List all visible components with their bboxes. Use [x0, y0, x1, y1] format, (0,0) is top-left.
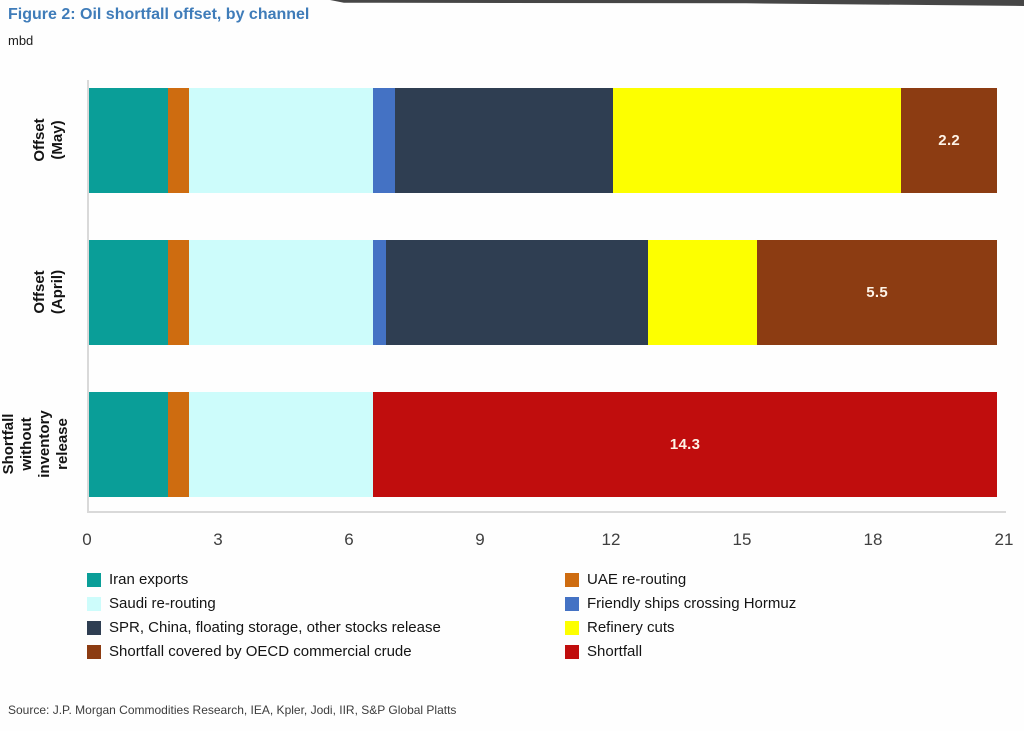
legend: Iran exports UAE re-routing Saudi re-routi…: [87, 571, 796, 660]
x-tick-3: 3: [213, 530, 223, 549]
segment-saudi-re-routing: [189, 240, 373, 345]
legend-swatch-icon: [565, 572, 579, 587]
legend-label: Shortfall: [587, 643, 643, 660]
segment-spr-china-floating-storage-other-stocks-release: [394, 88, 613, 193]
segment-saudi-re-routing: [189, 88, 373, 193]
axis-unit-label: mbd: [8, 33, 34, 48]
data-label: 5.5: [866, 284, 889, 301]
y-axis-labels: Offset (May) Offset (April) Shortfall with…: [0, 80, 87, 511]
legend-label: Saudi re-routing: [109, 595, 216, 612]
source-note: Source: J.P. Morgan Commodities Research…: [8, 703, 457, 717]
legend-item-refinery-cuts: Refinery cuts: [565, 619, 796, 636]
x-tick-21: 21: [994, 530, 1014, 549]
data-label: 2.2: [938, 132, 961, 149]
legend-swatch-icon: [565, 644, 579, 659]
bar-offset-may: 2.2: [89, 88, 1006, 193]
x-axis-ticks: 0 3 6 9 12 15 18 21: [82, 530, 1013, 552]
category-label-offset-may: Offset (May): [31, 118, 66, 162]
segment-iran-exports: [89, 240, 168, 345]
scan-artifact: [330, 0, 1024, 6]
segment-refinery-cuts: [647, 240, 758, 345]
segment-iran-exports: [89, 88, 168, 193]
legend-label: Iran exports: [109, 571, 189, 588]
segment-spr-china-floating-storage-other-stocks-release: [385, 240, 648, 345]
category-label-offset-april: Offset (April): [31, 269, 66, 315]
legend-swatch-icon: [87, 620, 101, 635]
segment-saudi-re-routing: [189, 392, 373, 497]
plot-area: 2.2 5.5 14.3: [87, 80, 1006, 513]
segment-iran-exports: [89, 392, 168, 497]
segment-friendly-ships-crossing-hormuz: [372, 88, 395, 193]
x-tick-0: 0: [82, 530, 92, 549]
legend-swatch-icon: [565, 620, 579, 635]
legend-swatch-icon: [87, 572, 101, 587]
legend-item-saudi-re-routing: Saudi re-routing: [87, 595, 565, 612]
segment-refinery-cuts: [612, 88, 902, 193]
x-tick-6: 6: [344, 530, 354, 549]
legend-swatch-icon: [565, 596, 579, 611]
legend-label: Friendly ships crossing Hormuz: [587, 595, 797, 612]
figure-title: Figure 2: Oil shortfall offset, by chann…: [8, 6, 310, 23]
data-label: 14.3: [669, 436, 701, 453]
segment-shortfall-covered-by-oecd-commercial-crude: 5.5: [757, 240, 998, 345]
legend-item-friendly-ships-crossing-hormuz: Friendly ships crossing Hormuz: [565, 595, 796, 612]
legend-item-uae-re-routing: UAE re-routing: [565, 571, 796, 588]
segment-uae-re-routing: [167, 240, 190, 345]
segment-shortfall: 14.3: [372, 392, 998, 497]
legend-label: UAE re-routing: [587, 571, 687, 588]
legend-label: Shortfall covered by OECD commercial cru…: [109, 643, 412, 660]
segment-friendly-ships-crossing-hormuz: [372, 240, 386, 345]
legend-swatch-icon: [87, 644, 101, 659]
legend-swatch-icon: [87, 596, 101, 611]
legend-item-shortfall-covered-by-oecd-commercial-crude: Shortfall covered by OECD commercial cru…: [87, 643, 565, 660]
x-tick-9: 9: [475, 530, 485, 549]
x-tick-15: 15: [732, 530, 752, 549]
bar-offset-april: 5.5: [89, 240, 1006, 345]
category-label-shortfall-without: Shortfall without inventory release: [0, 410, 71, 478]
bar-shortfall-without: 14.3: [89, 392, 1006, 497]
x-tick-18: 18: [863, 530, 883, 549]
legend-item-iran-exports: Iran exports: [87, 571, 565, 588]
segment-shortfall-covered-by-oecd-commercial-crude: 2.2: [901, 88, 998, 193]
legend-label: Refinery cuts: [587, 619, 675, 636]
legend-label: SPR, China, floating storage, other stoc…: [109, 619, 441, 636]
x-tick-12: 12: [601, 530, 621, 549]
segment-uae-re-routing: [167, 88, 190, 193]
legend-item-shortfall: Shortfall: [565, 643, 796, 660]
segment-uae-re-routing: [167, 392, 190, 497]
legend-item-spr-china-floating-storage-other-stocks-release: SPR, China, floating storage, other stoc…: [87, 619, 565, 636]
